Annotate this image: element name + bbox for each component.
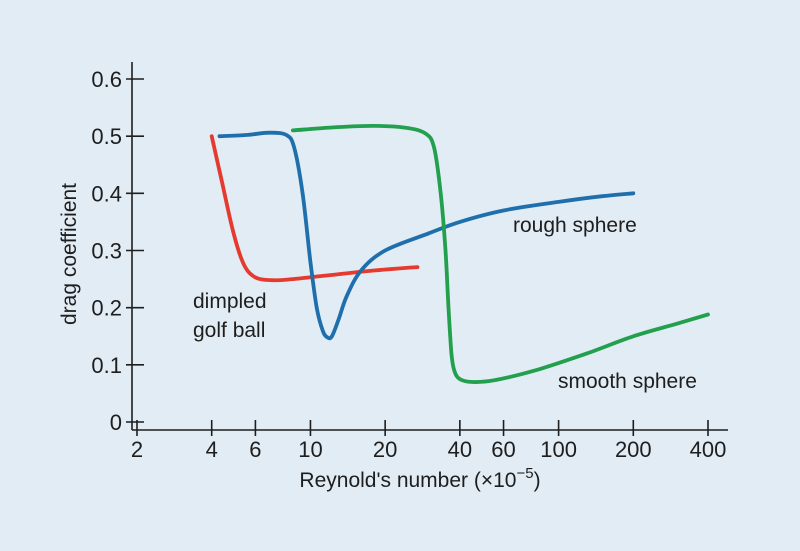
series-line-rough-sphere [217,130,636,341]
x-tick-label: 40 [448,437,472,462]
x-axis-title-main: Reynold's number (×10 [299,469,516,492]
annotation-dimpled-golf-ball: golf ball [193,319,265,342]
x-tick-label: 20 [373,437,397,462]
series-line-dimpled-golf-ball [209,134,420,283]
annotations: dimpled golf ball rough sphere smooth spher… [193,214,697,393]
x-tick-label: 6 [249,437,261,462]
y-tick-label: 0.4 [91,181,122,206]
x-tick-label: 4 [206,437,218,462]
y-ticks: 0 0.1 0.2 0.3 0.4 0.5 0.6 [91,67,144,435]
y-tick-label: 0.2 [91,296,122,321]
y-tick-label: 0.5 [91,124,122,149]
x-tick-label: 2 [131,437,143,462]
x-axis-title-close: ) [534,469,541,492]
annotation-smooth-sphere: smooth sphere [558,370,697,393]
x-tick-label: 400 [690,437,727,462]
series-line-smooth-sphere [291,124,710,384]
y-axis-title: drag coefficient [58,183,81,325]
y-tick-label: 0.1 [91,353,122,378]
x-tick-label: 60 [491,437,515,462]
axes [131,62,728,431]
series-lines [209,124,710,384]
x-axis-title: Reynold's number (×10−5) [299,465,540,492]
x-tick-label: 10 [298,437,322,462]
y-tick-label: 0.6 [91,67,122,92]
annotation-dimpled-golf-ball: dimpled [193,290,267,313]
x-ticks: 2 4 6 10 20 40 60 100 200 400 [131,420,726,462]
annotation-rough-sphere: rough sphere [513,214,637,237]
y-tick-label: 0.3 [91,239,122,264]
x-tick-label: 100 [540,437,577,462]
x-tick-label: 200 [615,437,652,462]
x-axis-title-exponent: −5 [516,465,533,482]
y-tick-label: 0 [110,410,122,435]
